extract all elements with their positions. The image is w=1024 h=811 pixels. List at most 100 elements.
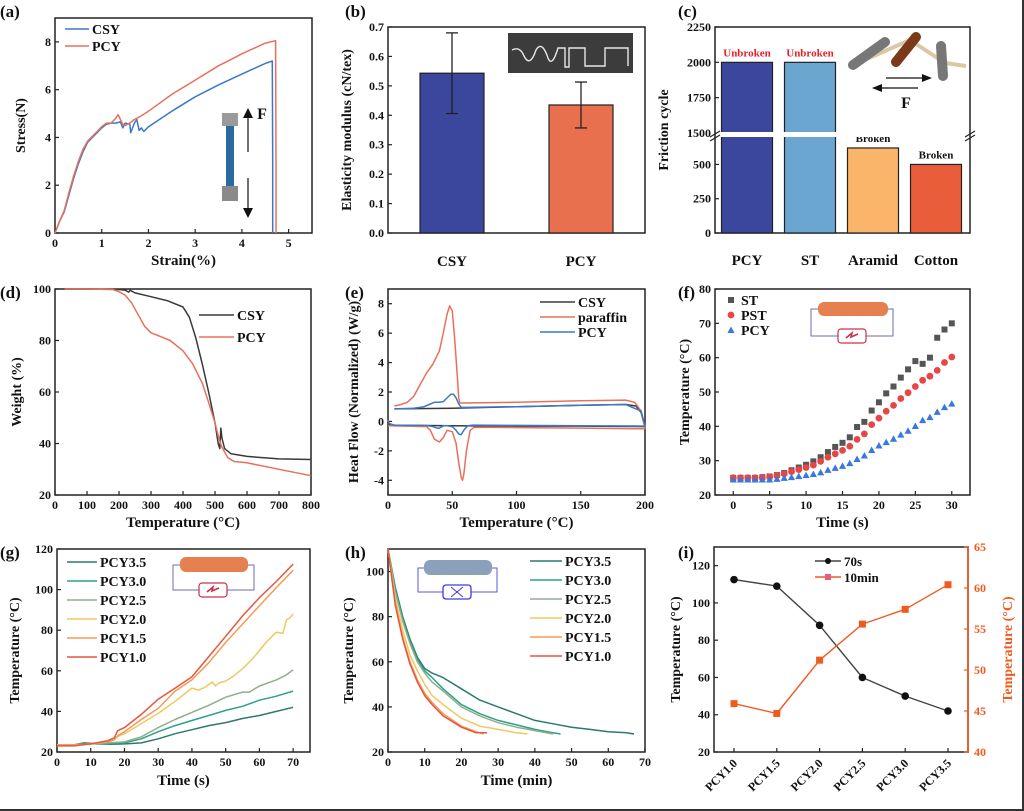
data-point-pcy [926,413,934,421]
data-point-pcy [773,475,781,482]
x-tick-label: 200 [110,498,128,512]
y-tick-label: 60 [699,351,711,365]
bar-annotation: Broken [919,149,954,161]
data-point-pst [868,421,876,429]
series-line-10min [733,584,949,715]
roller-right-icon [936,41,948,81]
lightning-icon [206,584,220,593]
y-tick-label: 4 [45,130,51,144]
data-point-st [948,320,955,327]
data-point-st [832,443,839,450]
arrow-head-down-icon [243,208,253,218]
legend-label: 10min [844,570,879,585]
data-point-pst [933,366,941,374]
y-tick-label: 0.1 [369,197,384,211]
y-tick-label: 1500 [687,126,711,140]
x-tick-label: 800 [302,498,320,512]
data-point-st [854,424,861,431]
data-point-10min [901,605,909,613]
series-line-pcy [54,39,277,234]
x-tick-label: 0 [385,755,391,769]
legend-label: PCY [578,326,607,341]
legend-marker [727,311,735,319]
bar-aramid [846,147,900,234]
circuit-wire-icon [417,567,498,593]
x-tick-label: 0 [52,498,58,512]
bar-cotton [909,163,963,234]
data-point-pcy [729,476,737,483]
x-axis-label: Time (min) [481,773,553,789]
y-tick-label: 80 [698,633,710,647]
data-point-pcy [948,400,956,407]
legend-label: PCY [92,40,121,55]
legend-label: CSY [92,23,120,38]
x-tick-label: 40 [186,755,198,769]
y-tick-label: -4 [374,473,384,487]
legend-label: PCY2.0 [565,612,611,627]
data-point-pst [911,383,919,390]
grip-top-icon [222,113,238,126]
data-point-pcy [758,476,766,483]
x-tick-label: 20 [455,755,467,769]
x-tick-label: 4 [239,236,245,250]
y-right-tick-label: 55 [974,622,986,636]
legend-label: PCY3.0 [100,575,146,590]
y-tick-label: 40 [698,708,710,722]
data-point-st [839,439,846,446]
series-line-csy-heating [394,403,646,428]
y-tick-label: 80 [372,610,384,624]
x-tick-label: 100 [508,498,526,512]
y-axis-label: Elasticity modulus (cN/tex) [340,49,355,211]
legend-label: PCY2.0 [100,613,146,628]
data-point-pcy [780,474,788,481]
x-tick-label: 30 [946,498,958,512]
data-point-pst [860,430,868,438]
photo-background [508,33,633,73]
axis-break-band [716,132,969,137]
x-tick-label: 50 [566,755,578,769]
data-point-pcy [838,462,847,469]
series-line-pcy2-0 [387,548,528,735]
x-tick-label: 0 [52,236,58,250]
data-point-pst [919,376,927,384]
data-point-10min [858,620,866,628]
y-tick-label: 20 [698,745,710,759]
y-tick-label: 70 [699,316,711,330]
x-tick-label: 3 [192,236,198,250]
y-tick-label: 0.3 [369,138,384,152]
data-point-pcy [853,455,861,462]
series-line-pcy-heating [394,393,646,426]
legend-label: PCY [237,331,266,346]
x-category-label: Aramid [848,253,899,269]
series-line-pcy2-5 [387,548,554,735]
axis-break-mark-left [709,130,721,142]
y-tick-label: 0.4 [369,108,384,122]
grip-bottom-icon [222,186,238,201]
y-tick-label: 60 [372,655,384,669]
x-tick-label: 700 [270,498,288,512]
x-tick-label: 600 [238,498,256,512]
y-right-tick-label: 65 [974,540,986,554]
data-point-st [810,458,817,465]
x-category-label: PCY [732,253,763,269]
data-point-pcy [897,431,905,438]
legend-label: paraffin [578,311,627,326]
data-point-pcy [751,476,759,483]
x-tick-label: 60 [602,755,614,769]
data-point-pst [948,353,956,361]
legend-marker [728,297,734,303]
data-point-pcy [787,473,796,481]
data-point-st [846,434,853,441]
x-tick-label: 5 [767,498,773,512]
plot-frame [54,288,312,496]
x-category-label: PCY3.5 [916,756,954,794]
cooling-yarn-icon [424,560,492,575]
data-point-pst [824,453,832,461]
data-point-pcy [933,408,941,415]
data-point-pcy [919,416,927,424]
series-line-pcy1-5 [387,548,484,735]
data-point-70s [858,673,867,682]
x-tick-label: 15 [837,498,849,512]
chart-panel-e: (e) 0 50 100 150 200 -4 -2 0 2 4 6 8 Temperature (°C)… [345,283,654,531]
panel-label: (b) [345,2,366,21]
